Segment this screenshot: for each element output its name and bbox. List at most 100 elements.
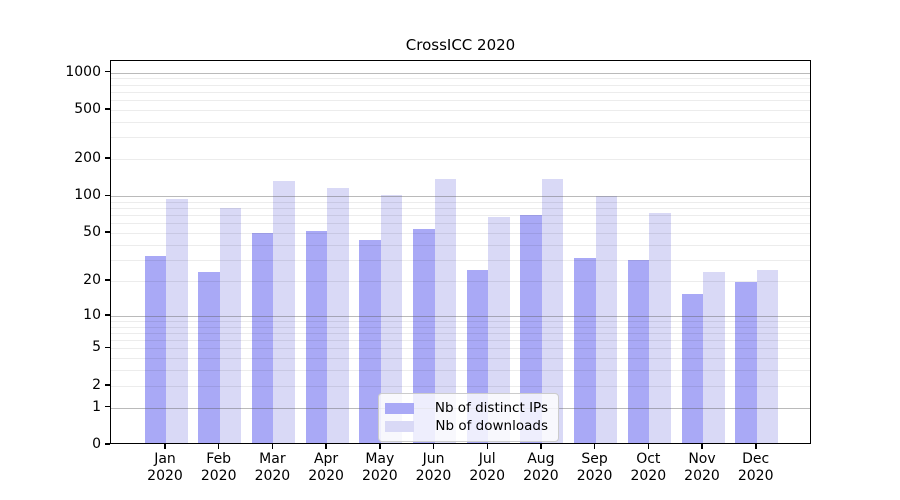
y-tick-label-1: 1 [92, 398, 101, 415]
x-tick-apr [325, 444, 327, 449]
x-tick-label-may: May 2020 [348, 451, 412, 485]
x-tick-jul [486, 444, 488, 449]
bar-distinct-ips-aug [520, 214, 542, 443]
x-tick-label-month: Feb [206, 451, 232, 467]
x-tick-label-year: 2020 [147, 468, 183, 484]
y-tick-1 [105, 405, 110, 408]
x-tick-label-year: 2020 [523, 468, 559, 484]
y-tick-label-1000: 1000 [65, 63, 101, 80]
gridline-500 [111, 109, 810, 111]
y-tick-20 [105, 279, 110, 281]
gridline-5 [111, 348, 810, 350]
bar-downloads-sep [595, 196, 618, 443]
bar-distinct-ips-nov [681, 293, 703, 443]
bar-downloads-apr [327, 188, 349, 443]
gridline-700 [111, 91, 810, 93]
x-tick-label-year: 2020 [254, 468, 291, 484]
y-tick-0 [105, 443, 110, 445]
x-tick-label-year: 2020 [415, 468, 452, 484]
gridline-40 [111, 244, 810, 246]
x-tick-label-month: Aug [527, 451, 555, 467]
gridline-90 [111, 201, 810, 203]
grid-layer [111, 61, 810, 443]
x-tick-label-oct: Oct 2020 [616, 451, 680, 485]
bar-downloads-dec [756, 269, 779, 443]
gridline-1000 [111, 72, 810, 74]
y-tick-200 [105, 157, 110, 159]
x-tick-label-apr: Apr 2020 [294, 451, 358, 485]
x-tick-label-year: 2020 [361, 468, 398, 484]
x-tick-label-aug: Aug 2020 [509, 451, 573, 485]
x-tick-oct [647, 444, 649, 449]
bar-distinct-ips-feb [198, 271, 220, 443]
x-tick-sep [593, 444, 596, 449]
x-tick-label-sep: Sep 2020 [563, 451, 627, 485]
x-tick-label-month: Oct [636, 451, 661, 467]
y-tick-50 [105, 231, 110, 233]
y-tick-label-10: 10 [83, 306, 101, 323]
bar-downloads-aug [541, 179, 564, 443]
bar-distinct-ips-dec [735, 281, 757, 443]
gridline-80 [111, 208, 810, 210]
plot-area: Nb of distinct IPs Nb of downloads [110, 60, 811, 444]
x-tick-label-year: 2020 [308, 468, 344, 484]
bar-distinct-ips-mar [251, 233, 274, 443]
legend-swatch-downloads [385, 421, 414, 432]
bar-distinct-ips-sep [574, 257, 596, 443]
bar-distinct-ips-jun [413, 229, 435, 443]
x-tick-may [379, 444, 381, 449]
gridline-300 [111, 137, 810, 139]
bar-distinct-ips-oct [627, 259, 650, 443]
x-tick-feb [217, 444, 220, 449]
x-tick-dec [755, 444, 757, 449]
y-tick-label-0: 0 [92, 436, 101, 452]
legend-label-downloads: Nb of downloads [435, 418, 548, 434]
x-tick-aug [540, 444, 542, 449]
gridline-70 [111, 215, 810, 217]
y-tick-100 [105, 194, 110, 196]
y-tick-label-100: 100 [74, 187, 101, 204]
x-tick-label-dec: Dec 2020 [724, 451, 788, 485]
y-tick-2 [105, 384, 110, 386]
gridline-200 [111, 159, 810, 161]
bar-downloads-may [380, 194, 403, 443]
x-tick-label-year: 2020 [200, 468, 237, 484]
x-tick-label-month: Sep [581, 451, 608, 467]
x-tick-label-mar: Mar 2020 [240, 451, 304, 485]
x-tick-label-month: Jul [478, 451, 496, 467]
x-tick-label-year: 2020 [684, 468, 720, 484]
x-tick-label-jun: Jun 2020 [402, 451, 466, 485]
bar-downloads-jun [434, 178, 456, 443]
y-tick-label-5: 5 [92, 339, 101, 356]
gridline-7 [111, 332, 810, 334]
bar-downloads-jul [488, 217, 510, 443]
bar-distinct-ips-may [359, 240, 381, 443]
x-tick-label-month: Jun [422, 451, 445, 467]
gridline-60 [111, 223, 810, 225]
y-tick-5 [105, 346, 110, 349]
x-tick-label-jul: Jul 2020 [455, 451, 519, 485]
x-tick-label-month: Dec [742, 451, 770, 467]
legend-label-distinct-ips: Nb of distinct IPs [434, 400, 548, 416]
gridline-10 [111, 315, 810, 317]
x-tick-label-month: Nov [688, 451, 716, 467]
y-tick-1000 [105, 70, 110, 73]
gridline-20 [111, 280, 810, 282]
bar-downloads-feb [219, 207, 242, 443]
y-tick-label-500: 500 [74, 100, 101, 117]
x-tick-jun [432, 444, 435, 449]
gridline-30 [111, 259, 810, 261]
gridline-8 [111, 326, 810, 328]
x-tick-label-year: 2020 [630, 468, 667, 484]
x-tick-nov [701, 444, 703, 449]
gridline-6 [111, 340, 810, 342]
x-tick-label-nov: Nov 2020 [670, 451, 734, 485]
x-tick-label-feb: Feb 2020 [187, 451, 251, 485]
x-tick-jan [164, 444, 166, 449]
x-tick-label-year: 2020 [576, 468, 613, 484]
legend-item-downloads: Nb of downloads [385, 418, 548, 435]
x-tick-label-year: 2020 [469, 468, 505, 484]
x-tick-label-month: Apr [313, 451, 339, 467]
gridline-50 [111, 233, 810, 235]
